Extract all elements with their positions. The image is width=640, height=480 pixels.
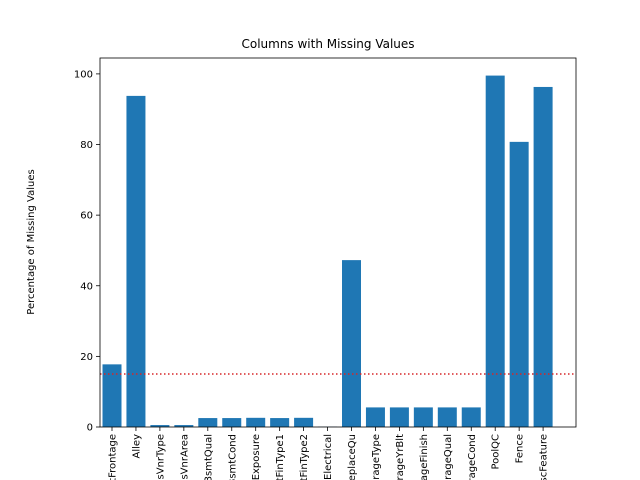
y-axis-label: Percentage of Missing Values (26, 169, 37, 314)
y-tick-label: 40 (80, 281, 93, 292)
x-tick-label: BsmtQual (203, 434, 214, 480)
bar (365, 407, 385, 427)
bar (270, 418, 290, 427)
plot-frame (99, 57, 577, 428)
bar (342, 260, 361, 427)
bar (485, 75, 505, 428)
y-tick-label: 80 (80, 140, 93, 151)
x-tick-label: GarageType (371, 434, 382, 480)
x-tick-label: GarageFinish (419, 434, 430, 480)
bar (150, 425, 170, 427)
x-tick-label: GarageCond (467, 434, 478, 480)
bar (102, 364, 122, 427)
x-tick-label: Fence (515, 434, 526, 463)
bar (222, 418, 242, 427)
x-tick-label: BsmtFinType1 (275, 434, 286, 480)
bar (461, 407, 481, 427)
x-tick-label: MasVnrArea (179, 434, 190, 480)
x-tick-label: GarageYrBlt (395, 434, 406, 480)
x-tick-label: MiscFeature (539, 434, 550, 480)
x-tick-label: MasVnrType (155, 434, 166, 480)
x-tick-label: GarageQual (443, 434, 454, 480)
y-tick-label: 20 (80, 352, 93, 363)
x-tick-label: Electrical (323, 434, 334, 480)
bar (413, 407, 433, 427)
bar (246, 417, 266, 427)
bar (389, 407, 409, 427)
bar (294, 417, 314, 427)
bar (174, 425, 194, 427)
x-tick-label: FireplaceQu (347, 434, 358, 480)
x-tick-label: Alley (131, 434, 142, 459)
chart-title: Columns with Missing Values (241, 37, 414, 51)
y-tick-label: 100 (74, 69, 93, 80)
bar (437, 407, 457, 427)
bar (126, 95, 146, 428)
y-tick-label: 60 (80, 211, 93, 222)
bar (509, 141, 529, 427)
x-tick-label: PoolQC (491, 434, 502, 470)
bar (198, 418, 218, 427)
bar (533, 86, 553, 428)
x-tick-label: BsmtExposure (251, 434, 262, 480)
x-tick-label: LotFrontage (108, 434, 119, 480)
x-tick-label: BsmtFinType2 (299, 434, 310, 480)
y-tick-label: 0 (87, 423, 93, 434)
x-tick-label: BsmtCond (227, 434, 238, 480)
